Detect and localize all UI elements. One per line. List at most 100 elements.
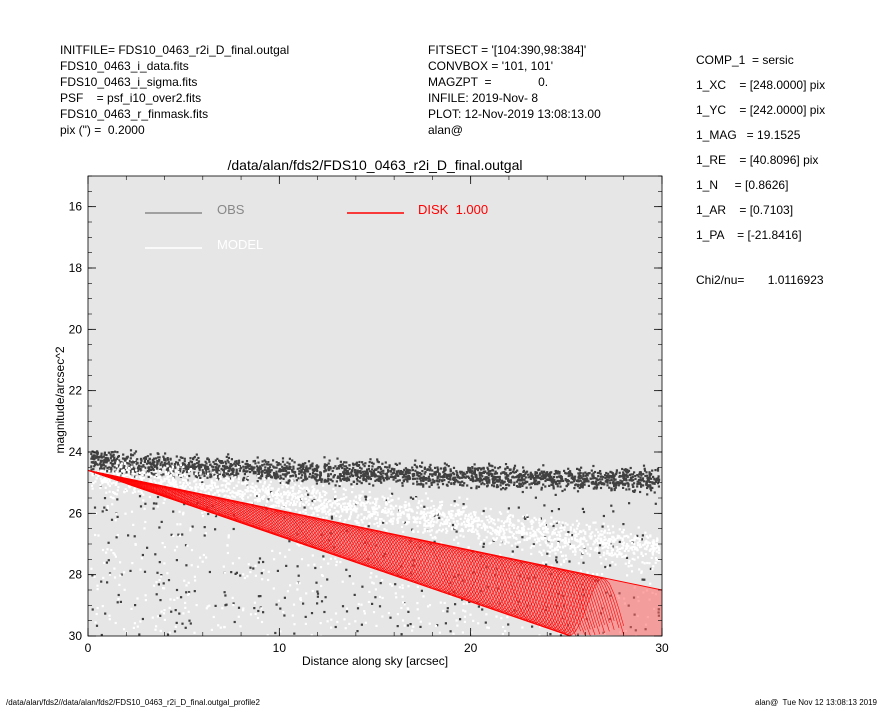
data-point-obs — [301, 480, 304, 483]
data-point-obs — [399, 472, 402, 475]
data-point-obs — [279, 469, 282, 472]
data-point-obs — [449, 469, 452, 472]
data-point-model — [627, 535, 630, 538]
data-point-model — [225, 490, 229, 493]
data-point-model — [573, 537, 577, 540]
data-point-model — [460, 513, 463, 516]
data-point-model — [456, 513, 459, 516]
data-point-obs — [243, 476, 246, 479]
data-point-model — [551, 532, 554, 535]
data-point-model — [395, 596, 398, 599]
data-point-model — [440, 513, 444, 516]
data-point-model — [382, 519, 385, 522]
data-point-model — [117, 486, 120, 489]
data-point-model — [187, 581, 190, 584]
data-point-obs — [480, 483, 483, 486]
data-point-obs — [480, 473, 483, 477]
data-point-obs — [394, 583, 397, 586]
data-point-obs — [199, 476, 202, 479]
data-point-obs — [260, 572, 263, 575]
data-point-obs — [237, 459, 241, 462]
data-point-model — [193, 575, 196, 578]
data-point-obs — [611, 545, 614, 548]
data-point-model — [420, 504, 423, 507]
data-point-model — [199, 487, 202, 490]
data-point-obs — [551, 483, 554, 486]
data-point-model — [313, 494, 316, 497]
data-point-model — [101, 548, 105, 552]
data-point-model — [311, 492, 314, 495]
data-point-model — [610, 549, 613, 552]
data-point-obs — [206, 476, 209, 479]
data-point-obs — [570, 477, 573, 480]
data-point-obs — [583, 479, 586, 482]
data-point-obs — [129, 470, 132, 473]
data-point-obs — [293, 632, 296, 635]
data-point-obs — [358, 466, 362, 469]
fit-param-line: 1_RE = [40.8096] pix — [696, 153, 819, 167]
data-point-obs — [445, 475, 448, 478]
data-point-obs — [393, 468, 396, 471]
data-point-model — [586, 543, 589, 546]
data-point-obs — [475, 475, 478, 478]
data-point-obs — [436, 480, 439, 483]
data-point-obs — [474, 479, 477, 482]
data-point-obs — [582, 561, 585, 564]
data-point-model — [315, 510, 318, 513]
data-point-model — [504, 538, 507, 542]
data-point-model — [335, 514, 338, 517]
data-point-model — [549, 545, 552, 548]
data-point-model — [338, 502, 341, 505]
data-point-model — [287, 507, 290, 511]
data-point-model — [479, 523, 482, 526]
data-point-obs — [146, 469, 149, 472]
data-point-obs — [275, 476, 278, 480]
data-point-model — [411, 629, 414, 632]
data-point-obs — [543, 476, 546, 480]
data-point-model — [108, 573, 112, 576]
data-point-obs — [596, 471, 599, 475]
data-point-obs — [403, 521, 406, 524]
data-point-obs — [235, 473, 238, 476]
data-point-obs — [472, 478, 475, 481]
data-point-model — [166, 464, 169, 467]
data-point-model — [435, 516, 438, 519]
data-point-model — [579, 548, 582, 551]
data-point-model — [518, 531, 521, 534]
data-point-model — [618, 528, 621, 531]
data-point-model — [602, 522, 605, 525]
data-point-obs — [540, 475, 543, 478]
data-point-model — [387, 508, 390, 511]
data-point-model — [557, 537, 560, 540]
data-point-model — [608, 542, 611, 545]
data-point-model — [422, 531, 425, 534]
data-point-obs — [416, 483, 419, 486]
data-point-model — [292, 492, 295, 495]
data-point-model — [312, 513, 315, 516]
data-point-obs — [193, 463, 196, 466]
data-point-model — [603, 538, 606, 542]
data-point-model — [367, 500, 370, 503]
data-point-obs — [387, 469, 390, 472]
data-point-obs — [319, 475, 322, 478]
data-point-obs — [96, 451, 99, 454]
data-point-model — [122, 628, 126, 631]
data-point-obs — [122, 453, 125, 456]
data-point-obs — [150, 472, 153, 475]
data-point-model — [483, 539, 486, 542]
data-point-model — [508, 518, 512, 521]
data-point-obs — [347, 471, 350, 475]
data-point-obs — [384, 499, 388, 502]
data-point-model — [276, 492, 279, 495]
data-point-obs — [173, 463, 176, 466]
data-point-obs — [613, 474, 616, 477]
data-point-obs — [467, 475, 470, 478]
data-point-model — [233, 486, 236, 490]
data-point-model — [579, 541, 582, 544]
data-point-model — [542, 549, 545, 552]
data-point-model — [494, 528, 497, 532]
data-point-model — [544, 540, 547, 543]
data-point-model — [152, 584, 156, 587]
data-point-obs — [648, 475, 651, 478]
data-point-model — [232, 603, 235, 607]
